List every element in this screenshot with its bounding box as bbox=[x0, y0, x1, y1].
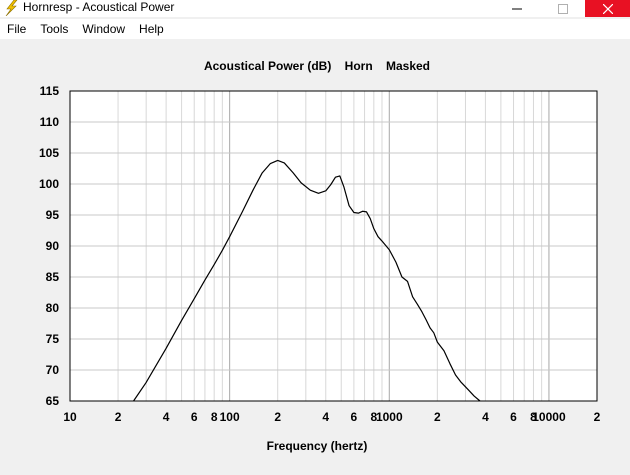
x-tick-label: 2 bbox=[594, 410, 601, 424]
y-tick-label: 85 bbox=[46, 270, 60, 284]
maximize-icon bbox=[558, 3, 568, 14]
y-tick-label: 100 bbox=[39, 177, 59, 191]
x-tick-label: 10 bbox=[63, 410, 77, 424]
x-tick-label: 6 bbox=[191, 410, 198, 424]
acoustical-power-series-line bbox=[133, 159, 481, 402]
y-tick-label: 80 bbox=[46, 301, 60, 315]
window-title: Hornresp - Acoustical Power bbox=[23, 0, 175, 14]
y-tick-label: 70 bbox=[46, 363, 60, 377]
y-tick-label: 75 bbox=[46, 332, 60, 346]
x-tick-label: 4 bbox=[163, 410, 170, 424]
y-tick-labels: 65 70 75 80 85 90 95 100 105 110 115 bbox=[39, 84, 59, 408]
x-tick-label: 10000 bbox=[532, 410, 566, 424]
x-tick-label: 2 bbox=[434, 410, 441, 424]
menu-file[interactable]: File bbox=[7, 22, 27, 36]
chart-title: Acoustical Power (dB) Horn Masked bbox=[204, 59, 430, 73]
plot-border bbox=[69, 90, 598, 402]
grid-lines bbox=[70, 91, 597, 401]
x-tick-label: 8 bbox=[530, 410, 537, 424]
y-tick-label: 110 bbox=[40, 115, 60, 129]
chart-area: Acoustical Power (dB) Horn Masked 10 2 4 6 8… bbox=[0, 40, 630, 470]
y-tick-label: 90 bbox=[46, 239, 60, 253]
close-button[interactable] bbox=[585, 0, 630, 17]
x-tick-label: 100 bbox=[220, 410, 240, 424]
x-tick-label: 2 bbox=[115, 410, 122, 424]
close-icon bbox=[602, 3, 613, 14]
x-tick-label: 4 bbox=[322, 410, 329, 424]
x-tick-label: 6 bbox=[351, 410, 358, 424]
y-tick-label: 105 bbox=[39, 146, 59, 160]
y-tick-label: 65 bbox=[46, 394, 60, 408]
menu-bar: File Tools Window Help bbox=[0, 19, 630, 39]
acoustical-power-chart: Acoustical Power (dB) Horn Masked 10 2 4 6 8… bbox=[39, 59, 601, 453]
series-group bbox=[133, 159, 481, 402]
x-tick-label: 4 bbox=[482, 410, 489, 424]
title-bar: Hornresp - Acoustical Power bbox=[0, 0, 630, 17]
x-tick-label: 1000 bbox=[376, 410, 403, 424]
minimize-button[interactable] bbox=[494, 0, 540, 17]
x-tick-label: 2 bbox=[274, 410, 281, 424]
x-axis-label: Frequency (hertz) bbox=[267, 439, 368, 453]
x-tick-label: 8 bbox=[211, 410, 218, 424]
x-tick-label: 6 bbox=[510, 410, 517, 424]
menu-help[interactable]: Help bbox=[139, 22, 164, 36]
maximize-button[interactable] bbox=[540, 0, 586, 17]
y-tick-label: 95 bbox=[46, 208, 60, 222]
menu-tools[interactable]: Tools bbox=[40, 22, 69, 36]
minimize-icon bbox=[512, 8, 522, 9]
y-tick-label: 115 bbox=[40, 84, 60, 98]
x-tick-label: 8 bbox=[370, 410, 377, 424]
menu-window[interactable]: Window bbox=[82, 22, 126, 36]
lightning-bolt-icon bbox=[5, 0, 18, 16]
